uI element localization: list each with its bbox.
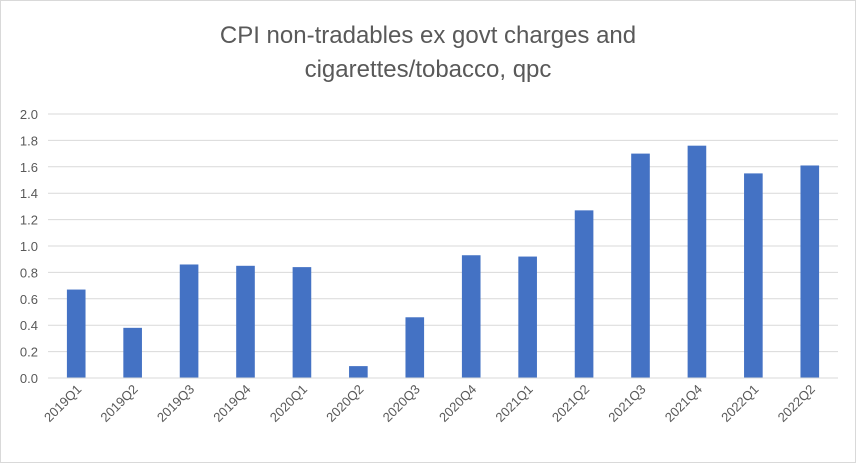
y-tick-label: 1.6: [20, 160, 38, 175]
x-tick-label-2019Q4: 2019Q4: [210, 382, 253, 425]
bar-2020Q4: [461, 255, 481, 378]
bar-2019Q2: [123, 327, 142, 378]
bar-2021Q4: [687, 145, 707, 378]
y-tick-label: 1.8: [20, 133, 38, 148]
bar-2020Q1: [292, 267, 312, 378]
y-tick-label: 0.0: [20, 371, 38, 386]
y-tick-label: 0.8: [20, 265, 38, 280]
x-tick-label-2020Q3: 2020Q3: [380, 382, 423, 425]
x-tick-label-2019Q3: 2019Q3: [154, 382, 197, 425]
bar-2022Q2: [800, 165, 820, 378]
x-tick-label-2022Q2: 2022Q2: [775, 382, 818, 425]
x-tick-label-2022Q1: 2022Q1: [718, 382, 761, 425]
y-axis-tick-labels: 0.0 0.2 0.4 0.6 0.8 1.0 1.2 1.4 1.6 1.8 2.0: [20, 107, 38, 386]
bar-2019Q3: [179, 264, 199, 378]
chart-title-line-1: CPI non-tradables ex govt charges and: [219, 22, 637, 49]
bar-2020Q2: [349, 366, 368, 378]
x-tick-label-2021Q2: 2021Q2: [549, 382, 592, 425]
y-tick-label: 1.4: [20, 186, 38, 201]
x-tick-label-2020Q4: 2020Q4: [436, 382, 479, 425]
bar-2020Q3: [405, 317, 425, 378]
bar-2021Q1: [518, 256, 537, 378]
bar-2019Q1: [66, 289, 86, 378]
x-tick-label-2021Q3: 2021Q3: [605, 382, 648, 425]
y-tick-label: 0.2: [20, 345, 38, 360]
x-tick-label-2019Q2: 2019Q2: [97, 382, 140, 425]
x-tick-label-2020Q2: 2020Q2: [323, 382, 366, 425]
y-tick-label: 2.0: [20, 107, 38, 122]
bar-2021Q3: [631, 153, 650, 378]
x-tick-label-2020Q1: 2020Q1: [267, 382, 310, 425]
chart-title-line-2: cigarettes/tobacco, qpc: [304, 56, 552, 83]
bars: [66, 145, 820, 378]
y-tick-label: 1.2: [20, 213, 38, 228]
bar-2019Q4: [236, 265, 255, 378]
bar-2022Q1: [744, 173, 763, 378]
bar-2021Q2: [574, 210, 594, 378]
gridlines: [48, 113, 838, 353]
y-tick-label: 0.6: [20, 292, 38, 307]
x-tick-label-2021Q4: 2021Q4: [662, 382, 705, 425]
x-axis-tick-labels: 2019Q1 2019Q2 2019Q3 2019Q4 2020Q1 2020Q2 2020…: [41, 382, 818, 425]
y-tick-label: 1.0: [20, 239, 38, 254]
x-tick-label-2021Q1: 2021Q1: [492, 382, 535, 425]
y-tick-label: 0.4: [20, 318, 38, 333]
x-tick-label-2019Q1: 2019Q1: [41, 382, 84, 425]
